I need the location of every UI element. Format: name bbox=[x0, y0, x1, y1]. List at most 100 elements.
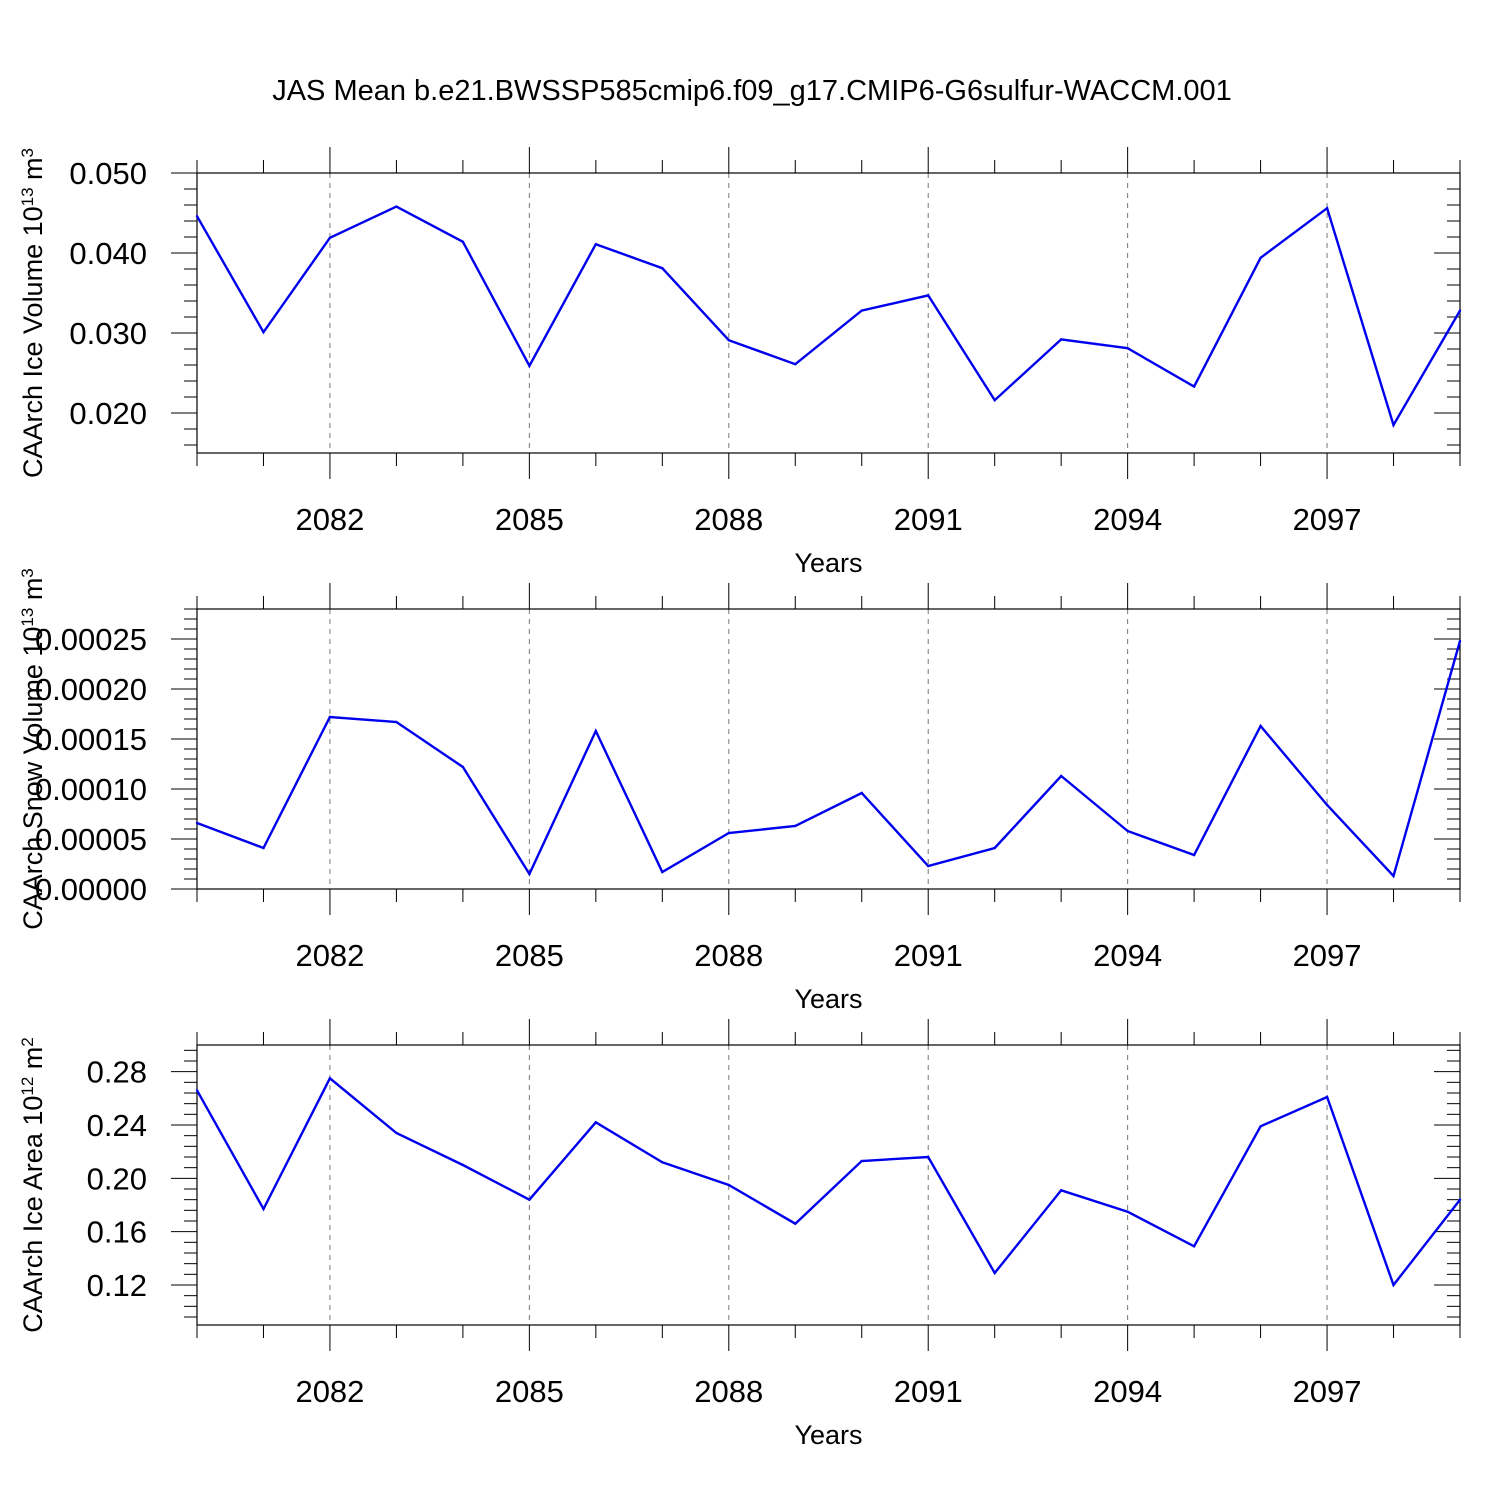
x-tick-label: 2085 bbox=[495, 502, 564, 537]
x-tick-label: 2091 bbox=[894, 1374, 963, 1409]
data-point bbox=[395, 1131, 398, 1135]
data-point bbox=[860, 791, 863, 795]
data-point bbox=[794, 1222, 797, 1225]
data-point bbox=[727, 339, 730, 342]
x-axis-label: Years bbox=[794, 1420, 862, 1450]
plot-frame bbox=[196, 608, 1461, 890]
data-point bbox=[661, 870, 664, 874]
y-axis-label-exponent: 13 bbox=[18, 187, 37, 206]
data-point bbox=[528, 1198, 531, 1201]
data-point bbox=[727, 1183, 730, 1187]
x-tick-label: 2094 bbox=[1093, 938, 1162, 973]
data-point bbox=[328, 236, 332, 239]
y-axis-label-unit: m bbox=[18, 157, 48, 187]
figure-title: JAS Mean b.e21.BWSSP585cmip6.f09_g17.CMI… bbox=[272, 75, 1232, 107]
data-point bbox=[1325, 803, 1329, 807]
y-tick-label: 0.00025 bbox=[35, 622, 147, 657]
y-axis-label-text: CAArch Ice Area 10 bbox=[18, 1096, 48, 1333]
y-tick-label: 0.28 bbox=[87, 1055, 147, 1090]
data-point bbox=[1392, 1283, 1395, 1287]
data-point bbox=[927, 294, 930, 297]
y-tick-label: 0.00010 bbox=[35, 772, 147, 807]
y-tick-label: 0.24 bbox=[87, 1108, 147, 1143]
y-axis-label-unit-exponent: 3 bbox=[18, 148, 37, 157]
data-point bbox=[1192, 385, 1196, 388]
y-tick-label: 0.020 bbox=[69, 396, 147, 431]
data-point bbox=[993, 846, 996, 850]
data-point bbox=[1059, 338, 1063, 341]
data-point bbox=[195, 1089, 199, 1092]
x-tick-label: 2085 bbox=[495, 1374, 564, 1409]
y-axis-label-unit-exponent: 2 bbox=[18, 1037, 37, 1046]
data-point bbox=[262, 331, 265, 334]
series-line bbox=[195, 1076, 1461, 1288]
data-point bbox=[328, 715, 332, 719]
x-tick-label: 2082 bbox=[295, 938, 364, 973]
y-axis-label-exponent: 12 bbox=[18, 1077, 37, 1096]
data-point bbox=[860, 309, 863, 312]
y-axis-label: CAArch Snow Volume 1013 m3 bbox=[18, 568, 49, 930]
y-tick-label: 0.00015 bbox=[35, 722, 147, 757]
data-point bbox=[1126, 1210, 1129, 1213]
data-point bbox=[1059, 774, 1063, 778]
data-point bbox=[1458, 639, 1462, 643]
x-tick-label: 2091 bbox=[894, 938, 963, 973]
data-point bbox=[727, 831, 730, 835]
data-point bbox=[1259, 1125, 1262, 1128]
data-point bbox=[1458, 309, 1462, 312]
x-tick-label: 2088 bbox=[694, 938, 763, 973]
x-tick-label: 2097 bbox=[1293, 502, 1362, 537]
data-point bbox=[1325, 1095, 1329, 1099]
chart-panel-2: 0.00000 0.00005 0.00010 0.00015 0.00020 0.000… bbox=[18, 568, 1462, 1014]
plot-frame bbox=[196, 172, 1461, 454]
data-point bbox=[594, 729, 598, 733]
data-point bbox=[1259, 256, 1262, 259]
y-tick-label: 0.050 bbox=[69, 156, 147, 191]
y-axis-label: CAArch Ice Volume 1013 m3 bbox=[18, 148, 49, 478]
data-point bbox=[528, 872, 531, 876]
data-point bbox=[195, 821, 199, 825]
data-point bbox=[1126, 829, 1129, 833]
data-point bbox=[927, 1155, 930, 1159]
data-point bbox=[594, 1121, 598, 1124]
data-point bbox=[1325, 207, 1329, 210]
x-tick-label: 2082 bbox=[295, 502, 364, 537]
chart-panel-3: 0.12 0.16 0.20 0.24 0.28 2082 2085 2088 2091 2094… bbox=[18, 1019, 1462, 1450]
x-tick-label: 2085 bbox=[495, 938, 564, 973]
data-point bbox=[262, 1207, 265, 1211]
y-tick-label: 0.00005 bbox=[35, 822, 147, 857]
x-tick-label: 2094 bbox=[1093, 502, 1162, 537]
x-tick-label: 2088 bbox=[694, 1374, 763, 1409]
x-tick-label: 2097 bbox=[1293, 1374, 1362, 1409]
data-point bbox=[262, 846, 265, 850]
data-point bbox=[328, 1077, 332, 1080]
data-point bbox=[1192, 853, 1196, 857]
y-axis-label-unit: m bbox=[18, 1047, 48, 1077]
y-axis-label-text: CAArch Ice Volume 10 bbox=[18, 206, 48, 478]
y-axis-label-text: CAArch Snow Volume 10 bbox=[18, 627, 48, 930]
x-tick-label: 2097 bbox=[1293, 938, 1362, 973]
y-axis-label: CAArch Ice Area 1012 m2 bbox=[18, 1037, 49, 1333]
data-point bbox=[195, 215, 199, 218]
y-tick-label: 0.030 bbox=[69, 316, 147, 351]
data-point bbox=[395, 720, 398, 724]
data-point bbox=[1392, 874, 1395, 878]
data-point bbox=[1059, 1189, 1063, 1192]
x-tick-label: 2094 bbox=[1093, 1374, 1162, 1409]
data-point bbox=[528, 364, 531, 367]
y-tick-label: 0.00020 bbox=[35, 672, 147, 707]
y-tick-label: 0.12 bbox=[87, 1268, 147, 1303]
data-point bbox=[794, 824, 797, 828]
chart-panel-1: 0.020 0.030 0.040 0.050 2082 2085 2088 2091 2094… bbox=[18, 147, 1462, 578]
y-tick-label: 0.040 bbox=[69, 236, 147, 271]
data-point bbox=[1392, 423, 1395, 427]
data-point bbox=[1192, 1245, 1196, 1248]
x-axis-label: Years bbox=[794, 984, 862, 1014]
data-point bbox=[461, 1163, 465, 1167]
data-point bbox=[661, 267, 664, 270]
y-tick-label: 0.00000 bbox=[35, 872, 147, 907]
data-point bbox=[1259, 724, 1262, 728]
data-point bbox=[461, 240, 465, 243]
y-tick-label: 0.16 bbox=[87, 1215, 147, 1250]
